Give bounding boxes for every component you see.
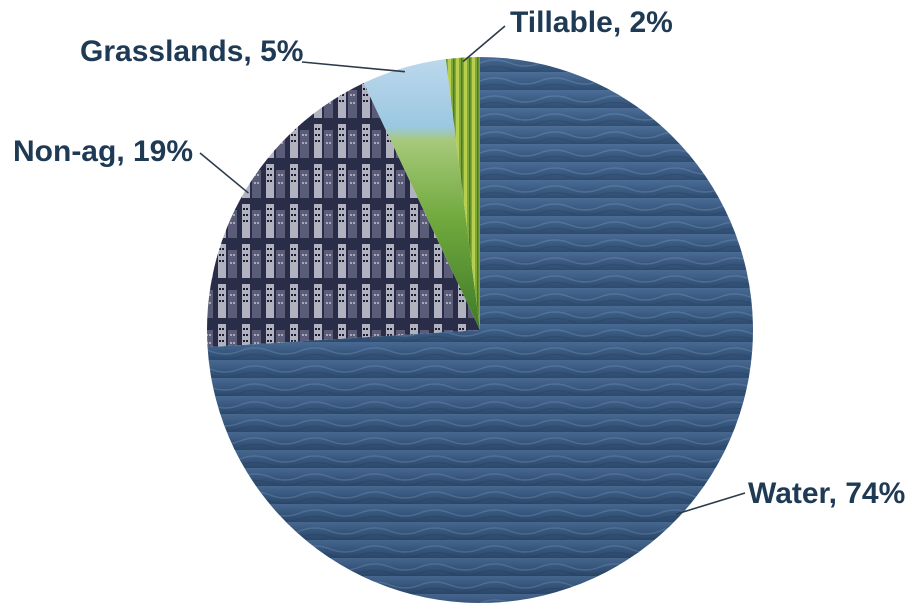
leader-line-water: [675, 492, 746, 515]
pie-slice-grasslands: [363, 59, 480, 331]
label-leaders: [199, 25, 746, 515]
slice-label-water: Water, 74%: [748, 477, 905, 510]
slice-label-non-ag: Non-ag, 19%: [13, 135, 193, 168]
pie-slice-tillable: [445, 57, 480, 330]
pie-slices: [207, 57, 753, 603]
leader-line-grasslands: [301, 61, 406, 73]
leader-line-non-ag: [199, 152, 249, 194]
pie-slice-water: [207, 57, 753, 603]
slice-label-grasslands: Grasslands, 5%: [80, 35, 303, 68]
leader-line-tillable: [462, 25, 506, 63]
slice-label-tillable: Tillable, 2%: [510, 6, 673, 39]
pie-slice-non-ag: [207, 82, 480, 348]
